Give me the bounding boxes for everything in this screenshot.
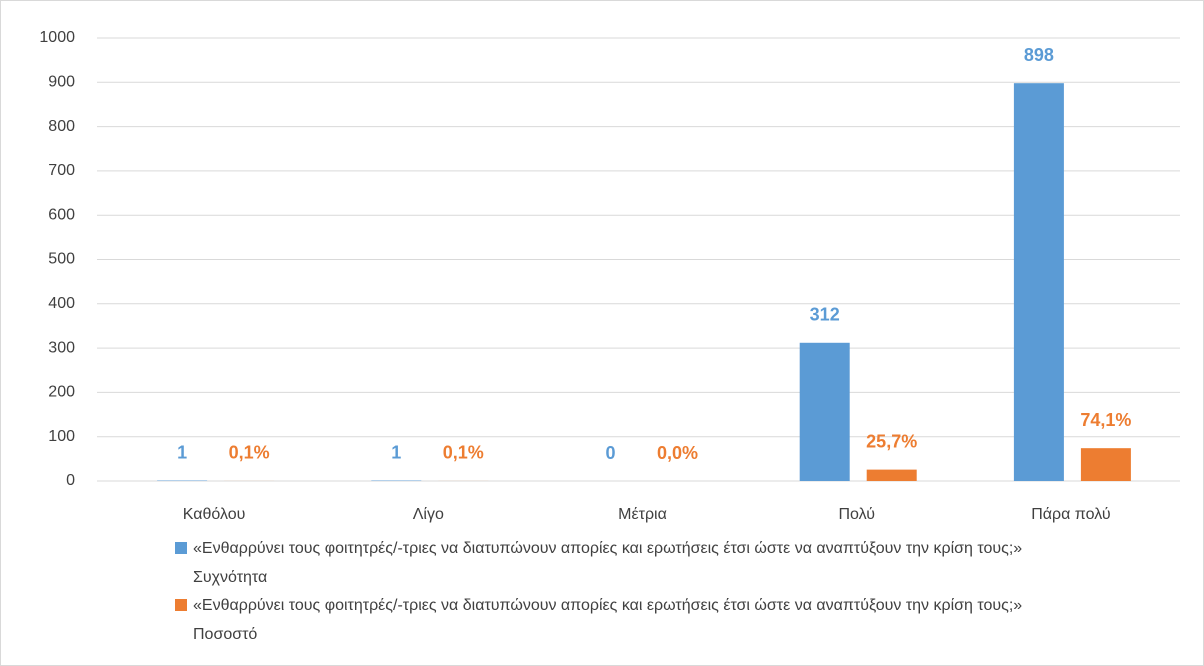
data-label: 0,1%: [443, 443, 484, 463]
x-tick-label: Λίγο: [413, 506, 444, 523]
legend-item: «Ενθαρρύνει τους φοιτητρές/-τριες να δια…: [175, 591, 1075, 649]
bar: [799, 342, 850, 481]
y-tick-label: 1000: [39, 29, 75, 46]
legend-swatch: [175, 542, 187, 554]
legend-label: «Ενθαρρύνει τους φοιτητρές/-τριες να δια…: [193, 597, 1023, 643]
bar: [1080, 448, 1131, 481]
legend-label: «Ενθαρρύνει τους φοιτητρές/-τριες να δια…: [193, 540, 1023, 586]
legend-swatch: [175, 599, 187, 611]
y-tick-label: 600: [48, 206, 75, 223]
data-label: 1: [177, 442, 187, 462]
x-tick-label: Πάρα πολύ: [1031, 506, 1110, 523]
x-tick-label: Πολύ: [838, 506, 875, 523]
y-tick-label: 500: [48, 251, 75, 268]
data-label: 1: [391, 442, 401, 462]
data-label: 0: [605, 443, 615, 463]
y-tick-label: 400: [48, 295, 75, 312]
y-tick-label: 200: [48, 384, 75, 401]
data-label: 0,1%: [229, 443, 270, 463]
data-label: 312: [810, 305, 840, 325]
y-tick-label: 800: [48, 118, 75, 135]
data-label: 74,1%: [1080, 410, 1131, 430]
y-tick-label: 0: [66, 472, 75, 489]
data-label: 25,7%: [866, 431, 917, 451]
y-tick-label: 300: [48, 339, 75, 356]
y-tick-label: 100: [48, 428, 75, 445]
data-label: 898: [1024, 45, 1054, 65]
x-tick-label: Μέτρια: [618, 506, 667, 523]
legend-item: «Ενθαρρύνει τους φοιτητρές/-τριες να δια…: [175, 534, 1075, 592]
y-tick-label: 700: [48, 162, 75, 179]
bar: [1013, 83, 1064, 481]
y-tick-label: 900: [48, 74, 75, 91]
x-tick-label: Καθόλου: [183, 506, 246, 523]
bar: [866, 469, 917, 481]
data-label: 0,0%: [657, 443, 698, 463]
